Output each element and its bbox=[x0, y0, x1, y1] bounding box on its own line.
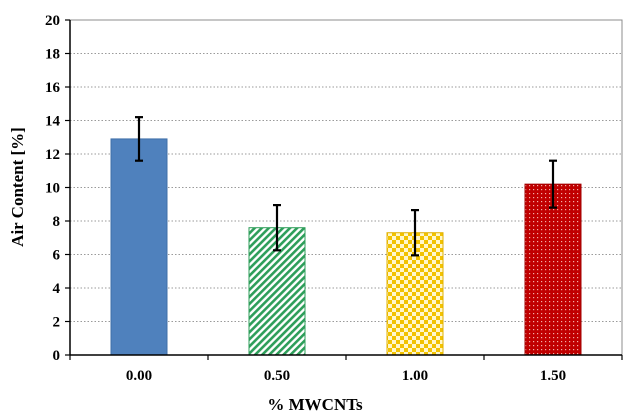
y-tick-label: 0 bbox=[53, 348, 61, 364]
y-tick-label: 12 bbox=[45, 147, 60, 163]
y-tick-label: 8 bbox=[53, 214, 61, 230]
y-tick-label: 20 bbox=[45, 13, 60, 29]
y-tick-label: 10 bbox=[45, 181, 60, 197]
y-tick-label: 14 bbox=[45, 114, 61, 130]
error-bar-0.00 bbox=[135, 116, 143, 162]
y-axis-ticks: 0 2 4 6 8 10 12 14 16 18 20 bbox=[45, 13, 70, 364]
y-tick-label: 18 bbox=[45, 47, 60, 63]
bar-1.50 bbox=[524, 183, 582, 356]
error-bar-0.50 bbox=[273, 203, 281, 252]
x-axis-title: % MWCNTs bbox=[267, 395, 363, 414]
error-bars bbox=[135, 116, 557, 257]
y-tick-label: 2 bbox=[53, 315, 61, 331]
x-axis-ticks: 0.00 0.50 1.00 1.50 bbox=[69, 355, 623, 384]
y-tick-label: 6 bbox=[53, 248, 61, 264]
x-tick-label: 1.50 bbox=[540, 368, 566, 384]
y-tick-label: 16 bbox=[45, 80, 61, 96]
x-tick-label: 0.00 bbox=[126, 368, 152, 384]
x-tick-label: 1.00 bbox=[402, 368, 428, 384]
error-bar-1.00 bbox=[411, 209, 419, 257]
y-tick-label: 4 bbox=[53, 281, 61, 297]
y-axis-title: Air Content [%] bbox=[8, 127, 27, 247]
error-bar-1.50 bbox=[549, 159, 557, 209]
bar-0.00 bbox=[110, 138, 168, 356]
x-tick-label: 0.50 bbox=[264, 368, 290, 384]
